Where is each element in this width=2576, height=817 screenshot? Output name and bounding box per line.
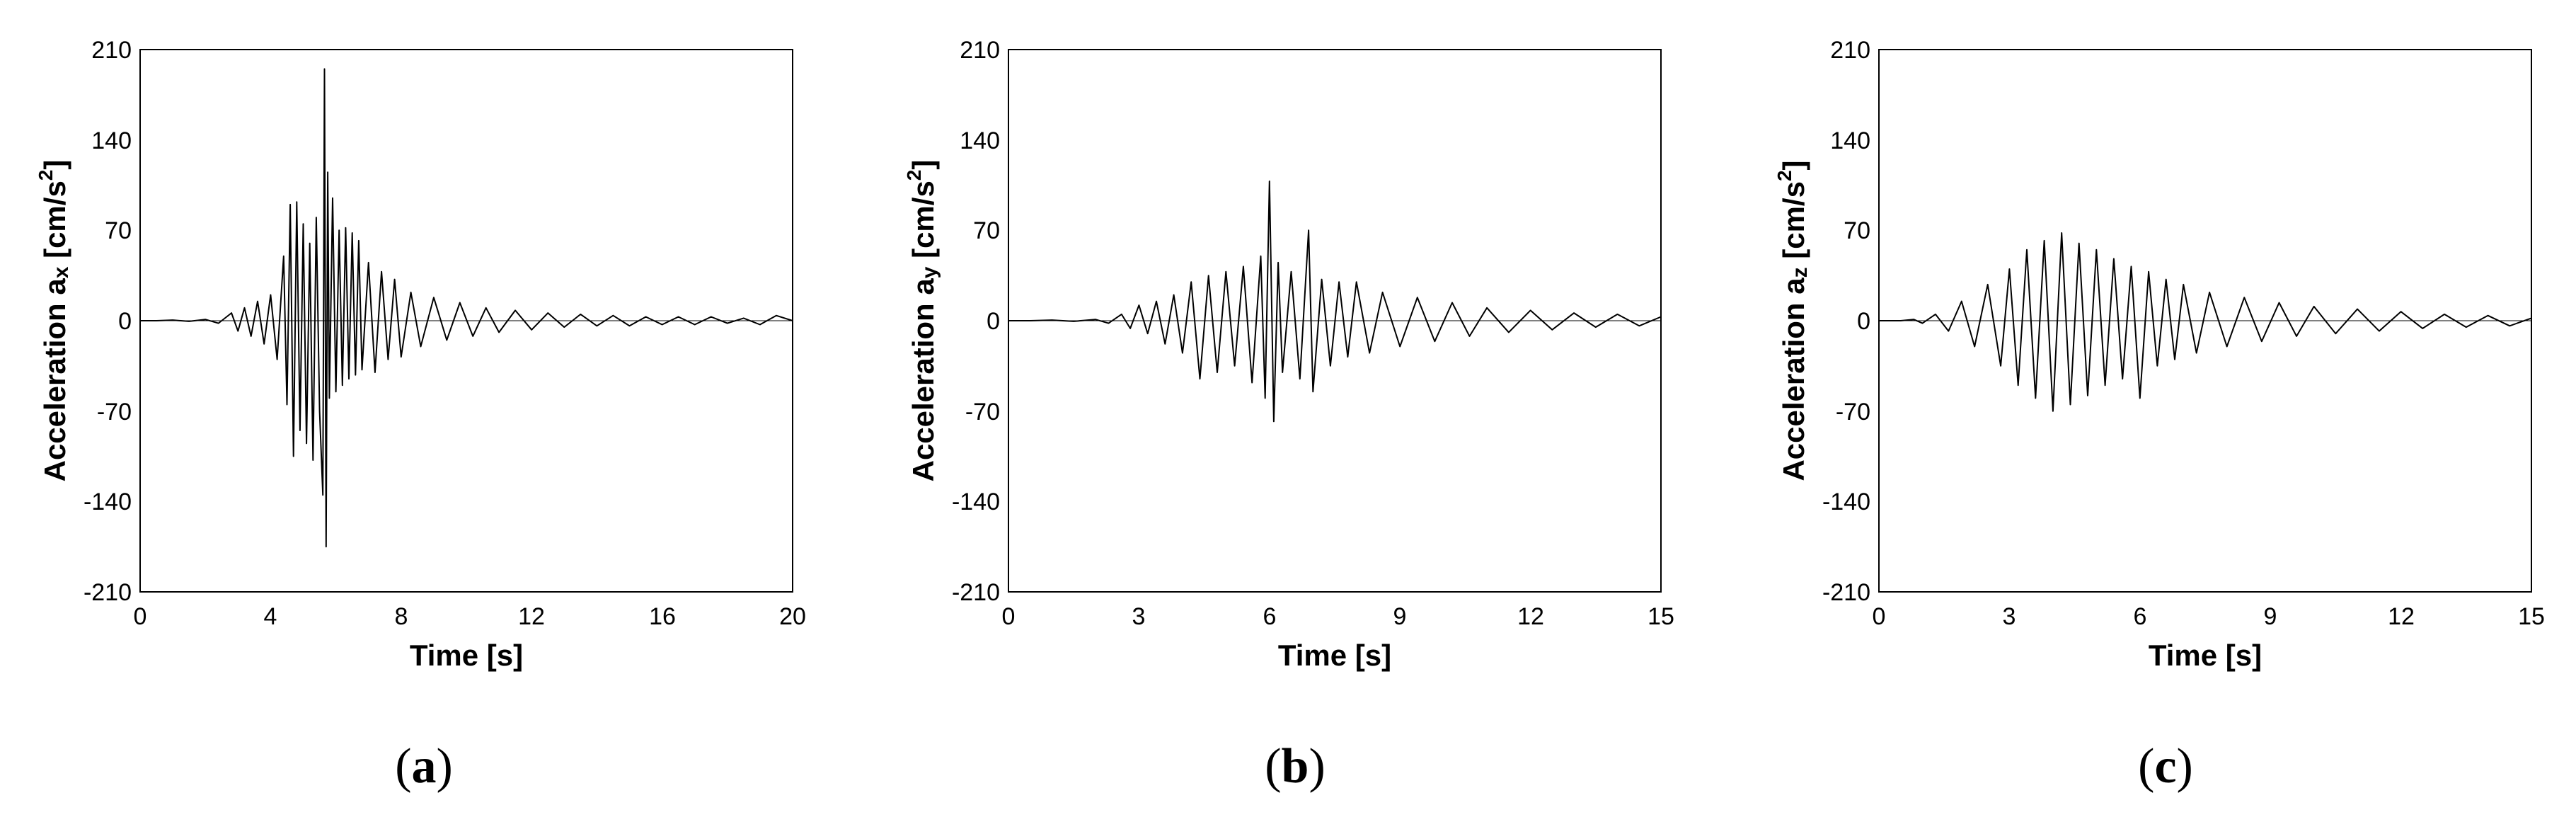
y-axis-title-c: Acceleration az [cm/s2] bbox=[1773, 160, 1812, 481]
y-tick-label: 0 bbox=[987, 308, 1000, 335]
chart-panel-c: 210 140 70 0 -70 -140 -210 0 3 6 9 12 15… bbox=[1773, 37, 2545, 794]
x-tick-label: 0 bbox=[134, 603, 147, 630]
x-tick-label: 20 bbox=[779, 603, 806, 630]
y-tick-label: 210 bbox=[960, 37, 1000, 64]
y-tick-label: -140 bbox=[952, 489, 1000, 515]
y-tick-label: 0 bbox=[118, 308, 132, 335]
x-tick-label: 0 bbox=[1002, 603, 1016, 630]
x-axis-title-b: Time [s] bbox=[1278, 639, 1391, 672]
y-axis-title-a: Acceleration ax [cm/s2] bbox=[35, 160, 73, 482]
y-tick-label: 140 bbox=[1830, 127, 1870, 154]
y-tick-label: 70 bbox=[105, 217, 132, 244]
x-tick-label: 15 bbox=[2518, 603, 2545, 630]
x-tick-label: 8 bbox=[395, 603, 408, 630]
panel-label-c: (c) bbox=[2138, 739, 2193, 794]
acceleration-trace-b bbox=[1008, 181, 1662, 423]
y-tick-label: -70 bbox=[97, 399, 132, 425]
x-ticks-b: 0 3 6 9 12 15 bbox=[1002, 603, 1674, 630]
y-tick-label: -140 bbox=[84, 489, 132, 515]
y-tick-label: -140 bbox=[1822, 489, 1870, 515]
acceleration-trace-c bbox=[1879, 232, 2532, 412]
x-tick-label: 3 bbox=[1132, 603, 1146, 630]
y-ticks-b: 210 140 70 0 -70 -140 -210 bbox=[952, 37, 1000, 606]
chart-panel-a: 210 140 70 0 -70 -140 -210 0 4 8 12 16 2… bbox=[35, 37, 806, 794]
y-tick-label: 210 bbox=[1830, 37, 1870, 64]
x-tick-label: 0 bbox=[1873, 603, 1886, 630]
x-axis-title-c: Time [s] bbox=[2149, 639, 2262, 672]
panel-label-b: (b) bbox=[1265, 739, 1326, 794]
y-tick-label: -70 bbox=[965, 399, 1000, 425]
y-tick-label: 210 bbox=[91, 37, 132, 64]
x-tick-label: 6 bbox=[1263, 603, 1277, 630]
y-ticks-c: 210 140 70 0 -70 -140 -210 bbox=[1822, 37, 1870, 606]
y-tick-label: 0 bbox=[1857, 308, 1870, 335]
x-axis-title-a: Time [s] bbox=[410, 639, 523, 672]
y-tick-label: -210 bbox=[84, 579, 132, 606]
x-tick-label: 3 bbox=[2003, 603, 2016, 630]
x-ticks-a: 0 4 8 12 16 20 bbox=[134, 603, 806, 630]
x-tick-label: 6 bbox=[2134, 603, 2147, 630]
y-tick-label: -210 bbox=[1822, 579, 1870, 606]
y-ticks-a: 210 140 70 0 -70 -140 -210 bbox=[84, 37, 132, 606]
y-tick-label: 140 bbox=[91, 127, 132, 154]
y-tick-label: 70 bbox=[1844, 217, 1870, 244]
y-axis-title-b: Acceleration ay [cm/s2] bbox=[903, 160, 941, 482]
x-ticks-c: 0 3 6 9 12 15 bbox=[1873, 603, 2545, 630]
y-tick-label: 70 bbox=[973, 217, 1000, 244]
x-tick-label: 12 bbox=[1517, 603, 1544, 630]
y-tick-label: -210 bbox=[952, 579, 1000, 606]
panel-label-a: (a) bbox=[395, 739, 453, 794]
x-tick-label: 16 bbox=[649, 603, 676, 630]
x-tick-label: 4 bbox=[264, 603, 277, 630]
y-tick-label: 140 bbox=[960, 127, 1000, 154]
x-tick-label: 12 bbox=[518, 603, 545, 630]
x-tick-label: 9 bbox=[2264, 603, 2277, 630]
x-tick-label: 9 bbox=[1393, 603, 1407, 630]
x-tick-label: 15 bbox=[1648, 603, 1674, 630]
acceleration-trace-a bbox=[140, 68, 793, 548]
y-tick-label: -70 bbox=[1836, 399, 1870, 425]
x-tick-label: 12 bbox=[2388, 603, 2415, 630]
chart-panel-b: 210 140 70 0 -70 -140 -210 0 3 6 9 12 15… bbox=[903, 37, 1674, 794]
